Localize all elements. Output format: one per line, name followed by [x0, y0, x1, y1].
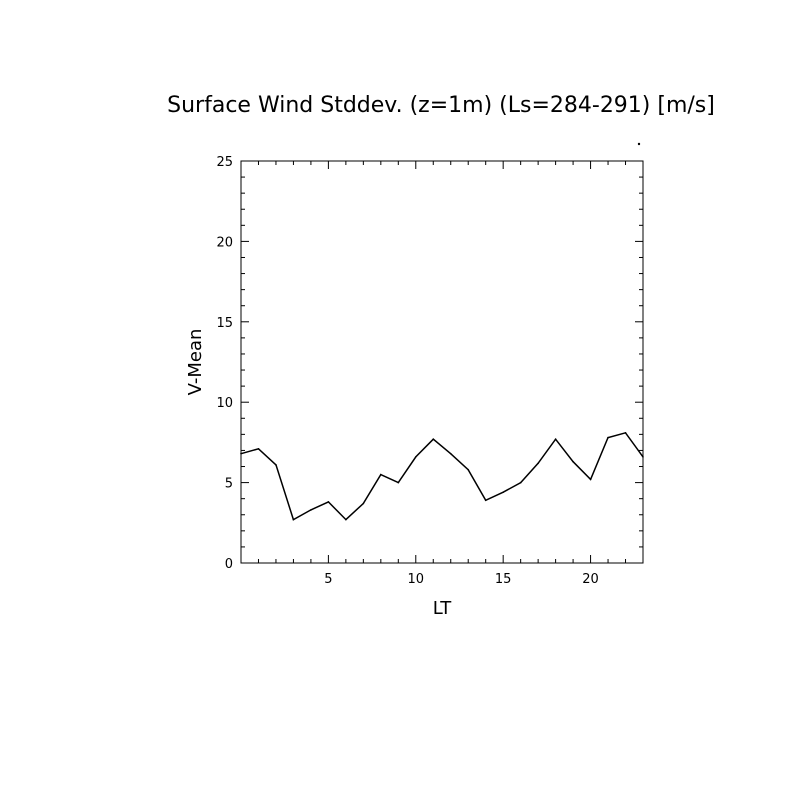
data-point — [310, 509, 312, 511]
y-axis-label: V-Mean — [185, 329, 206, 396]
data-point — [642, 456, 644, 458]
y-tick-label: 5 — [225, 477, 233, 492]
data-point — [554, 438, 557, 440]
data-point — [432, 438, 435, 440]
y-tick-label: 10 — [216, 396, 233, 411]
data-point — [275, 464, 277, 466]
plot-frame — [240, 160, 644, 564]
data-point — [502, 491, 504, 494]
y-tick-label: 20 — [216, 235, 233, 250]
data-point — [624, 431, 627, 434]
data-point — [327, 501, 330, 503]
x-tick-label: 10 — [408, 572, 425, 587]
y-tick-label: 0 — [225, 557, 233, 572]
data-point — [240, 452, 242, 455]
data-point — [484, 499, 487, 502]
series-line — [240, 431, 644, 521]
x-axis-label: LT — [433, 598, 453, 619]
stray-dot-mark — [637, 142, 641, 146]
data-point — [414, 456, 417, 458]
data-point — [345, 518, 347, 521]
data-points — [240, 431, 644, 521]
x-tick-label: 20 — [582, 572, 599, 587]
data-point — [537, 462, 539, 465]
data-point — [257, 448, 260, 450]
axis-ticks — [240, 160, 644, 564]
data-point — [467, 468, 470, 471]
x-tick-label: 15 — [495, 572, 512, 587]
tick-labels: 5 10 15 20 0 5 10 15 20 25 — [216, 155, 598, 587]
data-point — [397, 481, 400, 484]
data-point — [449, 452, 452, 455]
data-point — [519, 481, 522, 484]
data-point — [572, 460, 574, 463]
data-point — [292, 518, 295, 521]
data-point — [589, 478, 592, 481]
x-tick-label: 5 — [324, 572, 332, 587]
data-point — [607, 436, 609, 439]
data-point — [380, 473, 382, 476]
chart-title: Surface Wind Stddev. (z=1m) (Ls=284-291)… — [167, 93, 715, 118]
y-tick-label: 25 — [216, 155, 233, 170]
y-tick-label: 15 — [216, 316, 233, 331]
data-point — [362, 502, 365, 505]
